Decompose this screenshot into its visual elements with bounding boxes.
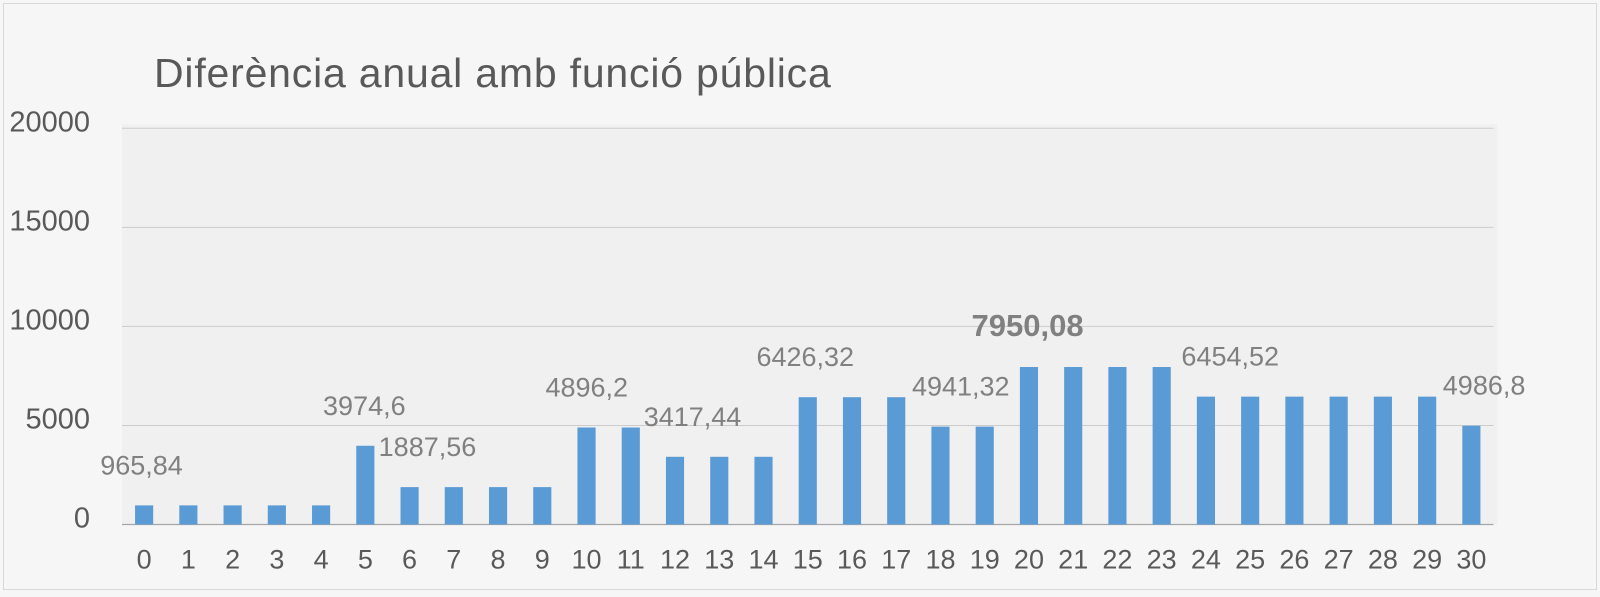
svg-text:3974,6: 3974,6 bbox=[323, 391, 406, 421]
svg-text:10: 10 bbox=[572, 545, 602, 575]
svg-text:22: 22 bbox=[1102, 545, 1132, 575]
svg-text:1: 1 bbox=[181, 545, 196, 575]
svg-text:2: 2 bbox=[225, 545, 240, 575]
svg-text:27: 27 bbox=[1324, 545, 1354, 575]
svg-text:6426,32: 6426,32 bbox=[756, 342, 854, 372]
svg-text:4: 4 bbox=[314, 545, 329, 575]
svg-text:965,84: 965,84 bbox=[100, 450, 183, 480]
svg-text:28: 28 bbox=[1368, 545, 1398, 575]
svg-text:15000: 15000 bbox=[9, 205, 90, 237]
svg-text:0: 0 bbox=[137, 545, 152, 575]
svg-text:25: 25 bbox=[1235, 545, 1265, 575]
svg-text:4941,32: 4941,32 bbox=[912, 372, 1010, 402]
svg-text:15: 15 bbox=[793, 545, 823, 575]
svg-text:11: 11 bbox=[617, 545, 645, 575]
svg-text:7950,08: 7950,08 bbox=[972, 308, 1084, 343]
svg-text:20000: 20000 bbox=[9, 106, 90, 138]
svg-text:13: 13 bbox=[704, 545, 734, 575]
svg-text:12: 12 bbox=[660, 545, 690, 575]
svg-text:6454,52: 6454,52 bbox=[1181, 342, 1279, 372]
svg-text:5000: 5000 bbox=[25, 403, 90, 435]
svg-text:5: 5 bbox=[358, 545, 373, 575]
svg-text:20: 20 bbox=[1014, 545, 1044, 575]
svg-text:1887,56: 1887,56 bbox=[379, 432, 477, 462]
svg-text:24: 24 bbox=[1191, 545, 1221, 575]
svg-text:19: 19 bbox=[970, 545, 1000, 575]
svg-text:8: 8 bbox=[491, 545, 506, 575]
svg-text:3417,44: 3417,44 bbox=[644, 402, 742, 432]
svg-text:23: 23 bbox=[1147, 545, 1177, 575]
svg-text:14: 14 bbox=[748, 545, 778, 575]
svg-text:18: 18 bbox=[925, 545, 955, 575]
svg-text:3: 3 bbox=[269, 545, 284, 575]
svg-text:26: 26 bbox=[1279, 545, 1309, 575]
svg-text:9: 9 bbox=[535, 545, 550, 575]
svg-text:16: 16 bbox=[837, 545, 867, 575]
svg-text:6: 6 bbox=[402, 545, 417, 575]
svg-text:29: 29 bbox=[1412, 545, 1442, 575]
svg-text:7: 7 bbox=[446, 545, 461, 575]
svg-text:10000: 10000 bbox=[9, 304, 90, 336]
svg-text:17: 17 bbox=[881, 545, 911, 575]
svg-text:0: 0 bbox=[74, 503, 90, 535]
svg-text:30: 30 bbox=[1456, 545, 1486, 575]
svg-text:4986,8: 4986,8 bbox=[1443, 371, 1526, 401]
svg-text:21: 21 bbox=[1058, 545, 1088, 575]
svg-text:4896,2: 4896,2 bbox=[545, 373, 628, 403]
